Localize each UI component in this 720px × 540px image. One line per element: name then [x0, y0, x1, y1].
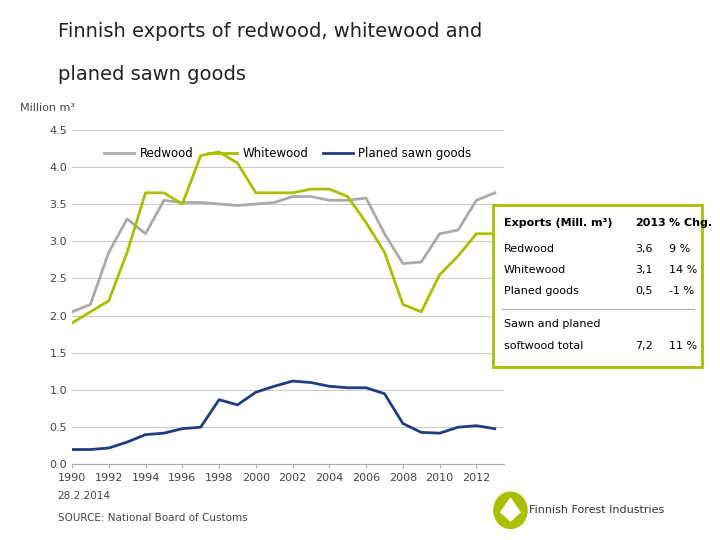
Text: 3,6: 3,6 — [635, 244, 653, 254]
Text: SOURCE: National Board of Customs: SOURCE: National Board of Customs — [58, 513, 247, 523]
Text: 0,5: 0,5 — [635, 286, 653, 296]
Text: Million m³: Million m³ — [20, 103, 75, 113]
Polygon shape — [501, 498, 520, 521]
Text: 3,1: 3,1 — [635, 265, 653, 275]
Circle shape — [494, 492, 527, 529]
Text: Redwood: Redwood — [504, 244, 554, 254]
Text: 7,2: 7,2 — [635, 341, 653, 352]
Text: planed sawn goods: planed sawn goods — [58, 65, 246, 84]
Legend: Redwood, Whitewood, Planed sawn goods: Redwood, Whitewood, Planed sawn goods — [99, 142, 477, 165]
Text: softwood total: softwood total — [504, 341, 583, 352]
Text: Exports (Mill. m³): Exports (Mill. m³) — [504, 218, 612, 228]
Text: Planed goods: Planed goods — [504, 286, 578, 296]
Text: -1 %: -1 % — [669, 286, 693, 296]
Text: 2013: 2013 — [635, 218, 666, 228]
Text: 9 %: 9 % — [669, 244, 690, 254]
Text: 11 %: 11 % — [669, 341, 697, 352]
Text: 28.2.2014: 28.2.2014 — [58, 491, 111, 502]
Text: Whitewood: Whitewood — [504, 265, 566, 275]
Text: Finnish Forest Industries: Finnish Forest Industries — [529, 505, 665, 515]
Text: 14 %: 14 % — [669, 265, 697, 275]
Text: Sawn and planed: Sawn and planed — [504, 319, 600, 329]
Text: % Chg.: % Chg. — [669, 218, 711, 228]
Text: Finnish exports of redwood, whitewood and: Finnish exports of redwood, whitewood an… — [58, 22, 482, 40]
